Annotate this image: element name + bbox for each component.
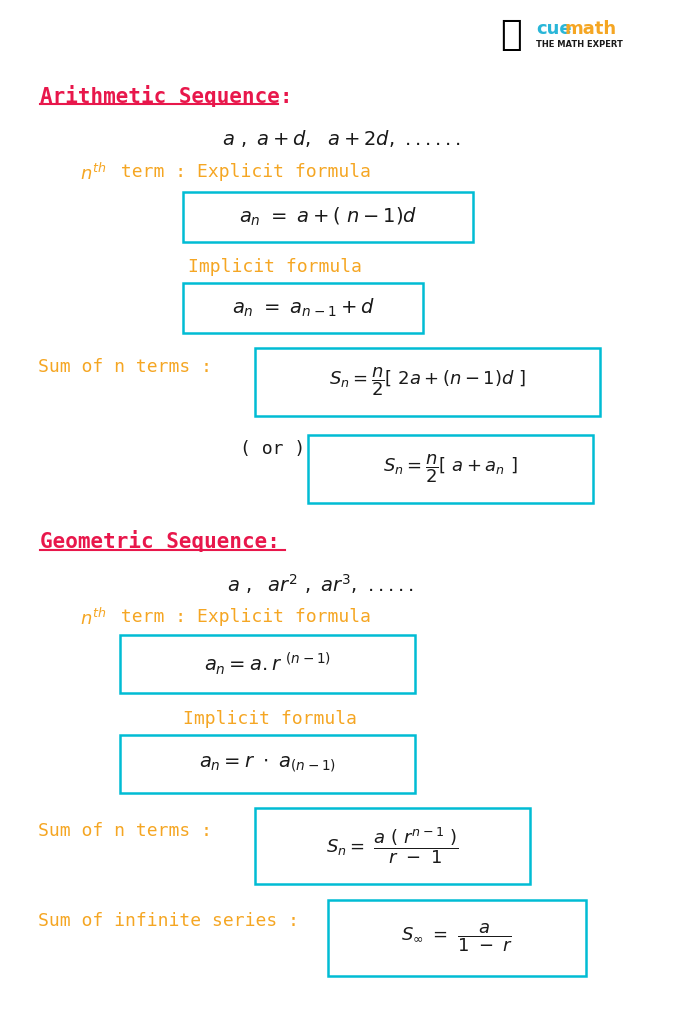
Text: cue: cue [536,20,571,38]
Text: ( or ): ( or ) [240,440,305,458]
FancyBboxPatch shape [183,283,423,333]
Text: $S_n =\ \dfrac{a\ (\ r^{n-1}\ )}{r\ -\ 1}$: $S_n =\ \dfrac{a\ (\ r^{n-1}\ )}{r\ -\ 1… [326,825,459,866]
FancyBboxPatch shape [120,635,415,693]
Text: $a\ ,\ a + d,\ \ a + 2d,\ ......$: $a\ ,\ a + d,\ \ a + 2d,\ ......$ [222,128,460,149]
Text: Geometric Sequence:: Geometric Sequence: [40,530,280,552]
Text: Implicit formula: Implicit formula [183,710,357,728]
Text: $a\ ,\ \ ar^2\ ,\ ar^3,\ .....$: $a\ ,\ \ ar^2\ ,\ ar^3,\ .....$ [227,572,413,596]
Text: Implicit formula: Implicit formula [188,258,362,276]
Text: $S_\infty\ =\ \dfrac{a}{1\ -\ r}$: $S_\infty\ =\ \dfrac{a}{1\ -\ r}$ [401,922,513,954]
Text: Sum of n terms :: Sum of n terms : [38,822,223,840]
Text: term : Explicit formula: term : Explicit formula [110,608,371,626]
Text: THE MATH EXPERT: THE MATH EXPERT [536,40,623,49]
Text: $S_n = \dfrac{n}{2}\left[\ a + a_n\ \right]$: $S_n = \dfrac{n}{2}\left[\ a + a_n\ \rig… [383,453,518,486]
FancyBboxPatch shape [328,900,586,975]
FancyBboxPatch shape [308,435,593,503]
Text: $a_n\ =\ a_{n-1} + d$: $a_n\ =\ a_{n-1} + d$ [232,296,375,319]
Text: $S_n = \dfrac{n}{2}\left[\ 2a + (n-1)d\ \right]$: $S_n = \dfrac{n}{2}\left[\ 2a + (n-1)d\ … [329,365,526,398]
Text: $n^{th}$: $n^{th}$ [80,163,106,184]
FancyBboxPatch shape [255,348,600,416]
Text: $a_n\ =\ a + (\ n-1)d$: $a_n\ =\ a + (\ n-1)d$ [239,206,417,228]
Text: $n^{th}$: $n^{th}$ [80,608,106,629]
Text: term : Explicit formula: term : Explicit formula [110,163,371,181]
Text: math: math [564,20,616,38]
Text: Sum of n terms :: Sum of n terms : [38,358,223,376]
Text: $a_n = a.r\ ^{(n-1)}$: $a_n = a.r\ ^{(n-1)}$ [204,650,331,677]
FancyBboxPatch shape [183,192,473,242]
Text: $a_n = r\ \cdot\ a_{(n-1)}$: $a_n = r\ \cdot\ a_{(n-1)}$ [199,754,336,774]
FancyBboxPatch shape [255,808,530,884]
Text: Sum of infinite series :: Sum of infinite series : [38,912,310,930]
FancyBboxPatch shape [120,735,415,793]
Text: 🚀: 🚀 [500,17,522,52]
Text: Arithmetic Sequence:: Arithmetic Sequence: [40,85,293,107]
